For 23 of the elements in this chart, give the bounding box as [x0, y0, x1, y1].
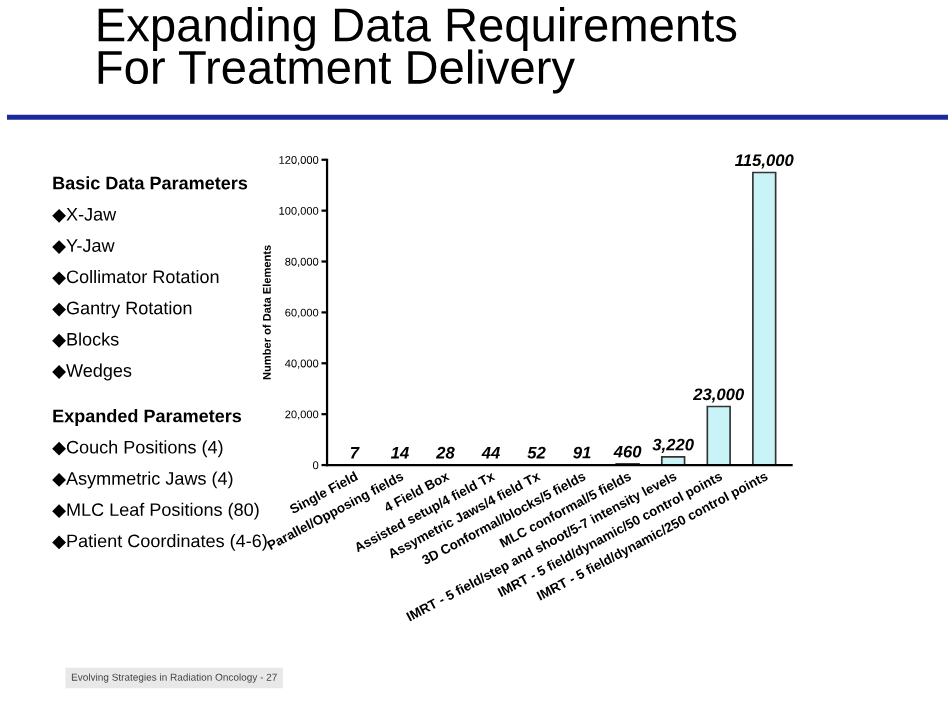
data-label: 23,000 — [692, 388, 745, 403]
data-label: 7 — [350, 447, 360, 459]
text: ◆Collimator Rotation — [52, 269, 219, 286]
text: ◆Asymmetric Jaws (4) — [52, 471, 233, 489]
text: ◆Blocks — [52, 332, 119, 348]
text: ◆Patient Coordinates (4-6) — [52, 534, 267, 551]
data-label: 52 — [527, 446, 546, 459]
text: ◆Couch Positions (4) — [52, 440, 223, 458]
data-label: 44 — [481, 446, 500, 459]
text: ◆Wedges — [52, 363, 132, 381]
text: ◆MLC Leaf Positions (80) — [52, 502, 259, 520]
data-label: 91 — [573, 446, 591, 459]
text: ◆Y-Jaw — [52, 239, 115, 254]
text: Expanded Parameters — [53, 409, 242, 426]
data-label: 28 — [435, 446, 455, 459]
data-label: 14 — [390, 447, 409, 459]
data-label: 115,000 — [735, 154, 794, 169]
text: Basic Data Parameters — [53, 176, 248, 190]
text: ◆X-Jaw — [52, 208, 117, 223]
chart-title: Expanding Data Requirements For Treatment Delivery — [98, 7, 737, 94]
data-label: 460 — [613, 445, 642, 458]
text: ◆Gantry Rotation — [52, 301, 192, 318]
data-label: 3,220 — [652, 438, 694, 453]
